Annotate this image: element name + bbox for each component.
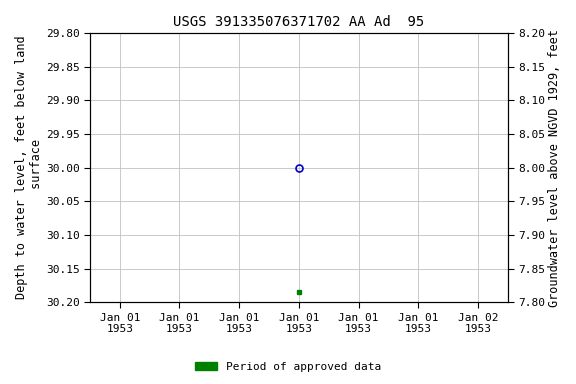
Title: USGS 391335076371702 AA Ad  95: USGS 391335076371702 AA Ad 95 [173,15,425,29]
Y-axis label: Depth to water level, feet below land
 surface: Depth to water level, feet below land su… [15,36,43,300]
Y-axis label: Groundwater level above NGVD 1929, feet: Groundwater level above NGVD 1929, feet [548,29,561,306]
Legend: Period of approved data: Period of approved data [191,358,385,377]
